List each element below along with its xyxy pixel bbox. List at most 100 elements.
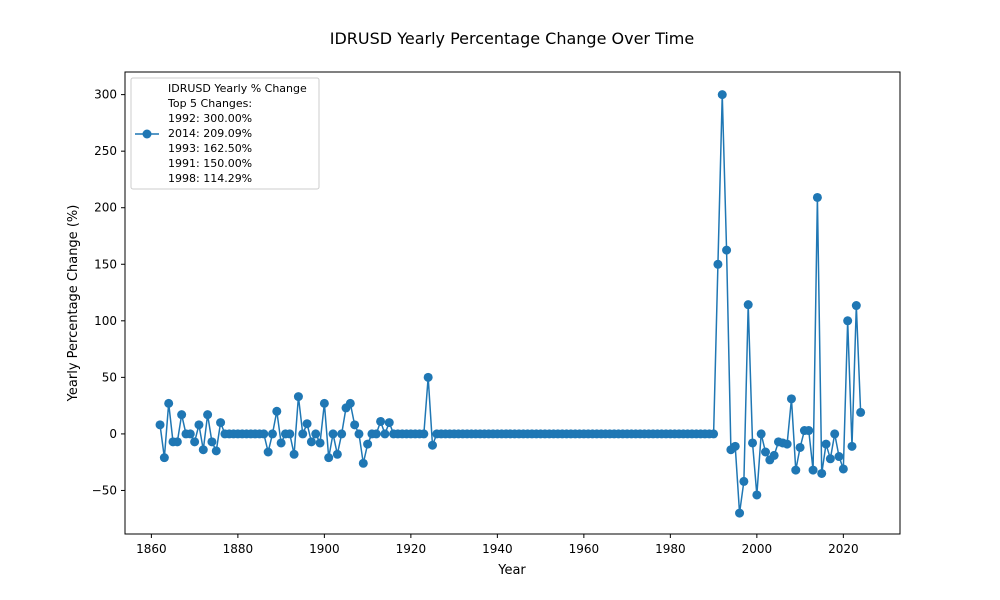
data-point (177, 410, 187, 420)
data-point (756, 429, 766, 439)
data-point (194, 420, 204, 430)
data-point (293, 392, 303, 402)
x-tick-label: 1920 (396, 542, 427, 556)
data-point (847, 441, 857, 451)
data-point (786, 394, 796, 404)
data-point (155, 420, 165, 430)
legend-line-series-name: IDRUSD Yearly % Change (168, 82, 307, 95)
data-point (752, 490, 762, 500)
legend-line-top-4: 1991: 150.00% (168, 157, 252, 170)
y-tick-label: 150 (94, 257, 117, 271)
x-tick-label: 2020 (828, 542, 859, 556)
y-tick-label: 250 (94, 144, 117, 158)
data-point (263, 447, 273, 457)
data-point (159, 453, 169, 463)
data-point (782, 439, 792, 449)
data-point (748, 438, 758, 448)
data-point (821, 439, 831, 449)
data-point (302, 419, 312, 429)
legend-series-marker (142, 129, 152, 139)
legend: IDRUSD Yearly % Change Top 5 Changes: 19… (130, 77, 320, 190)
data-point (185, 429, 195, 439)
y-tick-label: 50 (102, 370, 117, 384)
data-point (289, 449, 299, 459)
data-point (769, 450, 779, 460)
data-point (825, 454, 835, 464)
data-point (190, 437, 200, 447)
series-group (155, 90, 866, 518)
data-point (423, 372, 433, 382)
data-point (164, 398, 174, 408)
plot-frame (124, 71, 901, 535)
data-point (804, 426, 814, 436)
y-tick-label: −50 (92, 483, 117, 497)
data-point (267, 429, 277, 439)
legend-line-top-1: 1992: 300.00% (168, 112, 252, 125)
y-axis-label: Yearly Percentage Change (%) (66, 205, 81, 403)
data-point (419, 429, 429, 439)
data-point (306, 437, 316, 447)
legend-line-top-3: 1993: 162.50% (168, 142, 252, 155)
data-point (817, 468, 827, 478)
data-point (791, 465, 801, 475)
data-point (371, 429, 381, 439)
data-point (298, 429, 308, 439)
legend-line-top-2: 2014: 209.09% (168, 127, 252, 140)
data-point (427, 440, 437, 450)
data-point (713, 259, 723, 269)
data-point (812, 192, 822, 202)
x-tick-label: 1860 (136, 542, 167, 556)
y-tick-label: 200 (94, 201, 117, 215)
x-axis-label: Year (497, 563, 526, 578)
y-axis-ticks: −50 0 50 100 150 200 250 300 (92, 88, 125, 497)
x-tick-label: 1900 (309, 542, 340, 556)
data-point (315, 438, 325, 448)
data-point (198, 445, 208, 455)
data-point (328, 429, 338, 439)
legend-line-top-5: 1998: 114.29% (168, 172, 252, 185)
chart-title: IDRUSD Yearly Percentage Change Over Tim… (330, 29, 694, 48)
y-tick-label: 300 (94, 88, 117, 102)
data-point (795, 442, 805, 452)
data-point (350, 420, 360, 430)
data-point (730, 441, 740, 451)
x-tick-label: 2000 (742, 542, 773, 556)
data-point (384, 418, 394, 428)
x-tick-label: 1940 (482, 542, 513, 556)
data-point (259, 429, 269, 439)
legend-box (130, 77, 320, 190)
y-tick-label: 100 (94, 314, 117, 328)
data-point (276, 438, 286, 448)
data-point (172, 437, 182, 447)
data-point (363, 439, 373, 449)
data-point (743, 300, 753, 310)
data-point (851, 301, 861, 311)
x-tick-label: 1880 (223, 542, 254, 556)
data-point (830, 429, 840, 439)
data-point (207, 437, 217, 447)
data-point (216, 418, 226, 428)
data-point (735, 508, 745, 518)
data-point (324, 453, 334, 463)
legend-line-top-heading: Top 5 Changes: (167, 97, 252, 110)
data-point (856, 407, 866, 417)
data-point (272, 406, 282, 416)
data-point (311, 429, 321, 439)
data-point (211, 446, 221, 456)
data-point (722, 245, 732, 255)
data-point (739, 476, 749, 486)
data-point (843, 316, 853, 326)
data-point (354, 429, 364, 439)
data-point (838, 464, 848, 474)
data-point (709, 429, 719, 439)
data-point (345, 398, 355, 408)
data-point (337, 429, 347, 439)
x-tick-label: 1980 (655, 542, 686, 556)
data-point (332, 449, 342, 459)
data-point (358, 458, 368, 468)
x-tick-label: 1960 (569, 542, 600, 556)
data-point (808, 465, 818, 475)
data-point (717, 90, 727, 100)
data-point (319, 398, 329, 408)
